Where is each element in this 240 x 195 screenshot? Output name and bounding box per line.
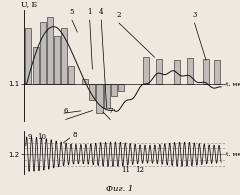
Bar [111, 84, 117, 96]
Bar [174, 60, 180, 84]
Text: 2: 2 [117, 11, 121, 19]
Text: 12: 12 [135, 166, 144, 174]
Bar [104, 84, 110, 108]
Text: U, Б: U, Б [21, 0, 37, 8]
Bar [203, 59, 209, 84]
Bar [47, 17, 53, 84]
Text: 6: 6 [64, 107, 68, 115]
Text: 9: 9 [28, 133, 32, 141]
Bar [118, 84, 124, 91]
Bar [25, 27, 31, 84]
Bar [96, 84, 102, 113]
Bar [143, 57, 149, 84]
Text: 5: 5 [70, 8, 74, 16]
Text: 7: 7 [108, 107, 112, 115]
Text: 8: 8 [72, 131, 77, 139]
Bar [156, 59, 162, 84]
Text: Фиг. 1: Фиг. 1 [106, 185, 134, 193]
Bar [54, 36, 60, 84]
Bar [33, 47, 39, 84]
Bar [214, 60, 220, 84]
Bar [61, 27, 67, 84]
Bar [187, 58, 193, 84]
Bar [89, 84, 96, 100]
Text: 11: 11 [121, 166, 130, 174]
Text: 1: 1 [87, 8, 92, 16]
Text: t, мкс: t, мкс [227, 81, 240, 86]
Bar [40, 22, 46, 84]
Text: 3: 3 [192, 11, 197, 19]
Text: 10: 10 [37, 133, 46, 141]
Text: 4: 4 [99, 8, 103, 16]
Text: t, мкс: t, мкс [227, 152, 240, 157]
Bar [82, 79, 88, 84]
Bar [68, 66, 74, 84]
